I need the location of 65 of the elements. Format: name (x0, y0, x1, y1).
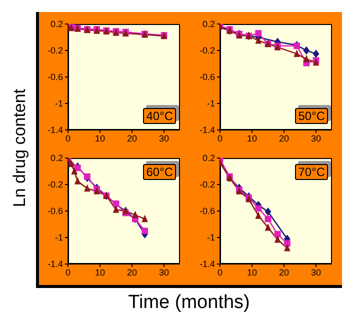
x-tick-label: 0 (65, 267, 71, 278)
y-tick-label: 0.2 (202, 19, 215, 30)
annotation: 40°C (143, 108, 176, 124)
point (255, 205, 262, 212)
point (132, 210, 138, 218)
point (84, 184, 90, 192)
annotation: 60°C (143, 164, 176, 180)
point (74, 176, 81, 184)
x-tick-label: 10 (246, 267, 258, 278)
x-tick-label: 30 (158, 267, 170, 278)
y-tick-label: -1 (206, 98, 215, 109)
point (112, 205, 120, 213)
x-tick-label: 10 (94, 133, 106, 144)
point (71, 167, 78, 174)
y-tick-label: -0.2 (47, 46, 63, 56)
y-tick-label: -0.2 (47, 180, 63, 190)
point (255, 30, 262, 36)
point (255, 36, 262, 44)
point (68, 160, 74, 168)
y-tick-label: 0.2 (50, 153, 63, 164)
y-tick-label: -1 (54, 232, 63, 243)
y-tick-label: -1.4 (199, 125, 215, 136)
point (74, 164, 81, 172)
x-tick-label: 0 (217, 267, 223, 278)
point (284, 244, 290, 252)
x-tick-label: 10 (246, 133, 258, 144)
x-tick-label: 20 (126, 133, 138, 144)
point (274, 235, 281, 243)
point (274, 230, 281, 238)
y-axis-title: Ln drug content (10, 88, 30, 208)
x-tick-label: 20 (126, 267, 138, 278)
point (312, 50, 320, 58)
y-tick-label: 0.2 (50, 19, 63, 30)
point (303, 46, 310, 55)
y-tick-label: -1.4 (199, 259, 215, 270)
x-axis-title: Time (months) (127, 292, 251, 314)
x-tick-label: 10 (94, 267, 106, 278)
y-tick-label: -1.4 (47, 259, 63, 270)
y-tick-label: -1 (206, 232, 215, 243)
point (264, 223, 272, 231)
point (84, 173, 90, 180)
point (142, 228, 148, 234)
x-tick-label: 0 (65, 133, 71, 144)
point (294, 50, 300, 58)
x-tick-label: 0 (217, 133, 223, 144)
point (142, 214, 148, 222)
point (303, 54, 310, 62)
x-tick-label: 30 (310, 133, 322, 144)
y-tick-label: -0.2 (199, 46, 215, 56)
y-tick-label: 0.2 (202, 153, 215, 164)
y-tick-label: -0.6 (47, 206, 63, 216)
y-tick-label: -1 (54, 98, 63, 109)
x-tick-label: 30 (158, 133, 170, 144)
annotation: 50°C (295, 108, 328, 124)
x-tick-label: 20 (278, 267, 290, 278)
y-tick-label: -1.4 (47, 125, 63, 136)
y-tick-label: -0.6 (47, 72, 63, 82)
y-tick-label: -0.2 (199, 180, 215, 190)
annotation: 70°C (295, 164, 328, 180)
point (264, 207, 272, 216)
y-tick-label: -0.6 (199, 206, 215, 216)
x-tick-label: 20 (278, 133, 290, 144)
x-tick-label: 30 (310, 267, 322, 278)
y-tick-label: -0.6 (199, 72, 215, 82)
point (255, 211, 262, 219)
